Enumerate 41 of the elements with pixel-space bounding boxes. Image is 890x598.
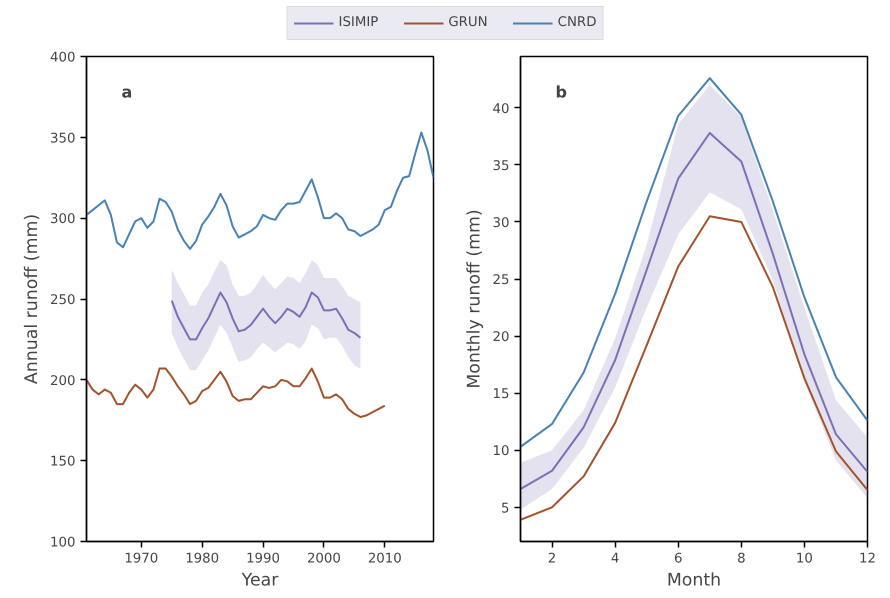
legend-label: CNRD [558, 15, 596, 30]
x-tick-label: 2000 [306, 552, 341, 566]
line-series [170, 292, 362, 340]
text: b [556, 82, 567, 102]
x-axis-title: Month [666, 570, 722, 590]
legend-label: ISIMIP [338, 15, 378, 30]
line-series [520, 77, 868, 448]
x-tick-label: 6 [674, 552, 682, 566]
line-series [520, 215, 868, 521]
x-axis-title: Year [240, 570, 280, 590]
x-tick-label: 12 [859, 552, 876, 566]
x-tick-label: 4 [610, 552, 620, 566]
line-series [86, 368, 386, 418]
y-tick-label: 30 [492, 216, 510, 231]
text: a [122, 82, 132, 102]
x-tick-label: 1970 [124, 552, 158, 566]
y-tick-label: 10 [492, 444, 510, 460]
x-tick-label: 2 [548, 552, 556, 566]
y-tick-label: 350 [50, 131, 76, 146]
y-tick-label: 35 [492, 158, 510, 174]
x-tick-label: 1980 [185, 552, 220, 566]
legend-label: GRUN [448, 15, 488, 30]
x-tick-label: 2010 [368, 552, 402, 566]
y-tick-label: 100 [50, 536, 76, 550]
y-axis-title: Monthly runoff (mm) [464, 209, 485, 389]
x-tick-label: 10 [796, 552, 813, 566]
x-tick-label: 8 [737, 552, 746, 566]
y-tick-label: 20 [492, 330, 510, 346]
x-tick-label: 1990 [246, 552, 280, 566]
y-axis-title: Annual runoff (mm) [22, 214, 42, 384]
y-tick-label: 400 [50, 50, 76, 66]
y-tick-label: 25 [492, 273, 510, 288]
y-tick-label: 300 [50, 212, 76, 228]
y-tick-label: 200 [50, 374, 76, 389]
line-series [520, 132, 868, 490]
y-tick-label: 250 [50, 293, 76, 308]
y-tick-label: 150 [50, 454, 76, 470]
y-tick-label: 15 [492, 387, 510, 402]
y-tick-label: 40 [492, 102, 510, 117]
y-tick-label: 5 [501, 501, 510, 516]
line-series [86, 131, 434, 250]
